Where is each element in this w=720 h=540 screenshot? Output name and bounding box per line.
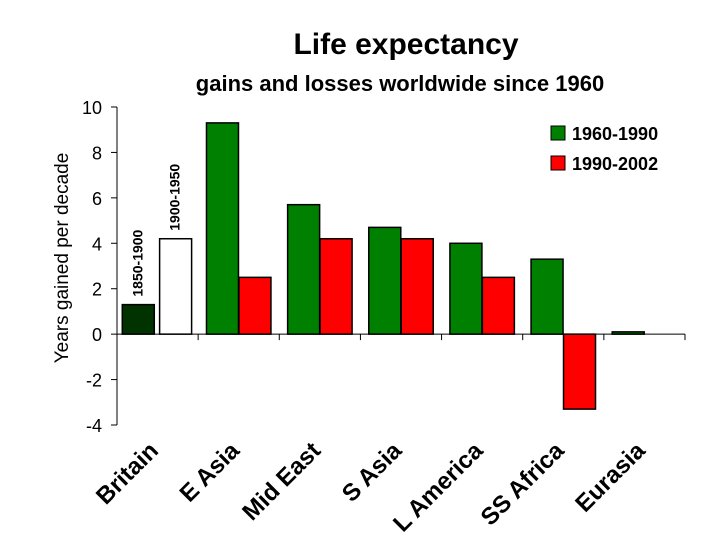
- y-tick-label: -4: [86, 416, 102, 436]
- legend-label: 1960-1990: [572, 124, 658, 144]
- legend-label: 1990-2002: [572, 154, 658, 174]
- bar-ss-africa-1960-1990: [530, 258, 564, 335]
- period-label-1900-1950: 1900-1950: [167, 164, 183, 231]
- bar-e-asia-1960-1990: [205, 122, 240, 335]
- category-label: SS Africa: [476, 437, 570, 531]
- y-tick-label: 0: [92, 325, 102, 345]
- y-tick-label: 2: [92, 280, 102, 300]
- bar-l-america-1990-2002: [481, 276, 516, 335]
- bar-mid-east-1960-1990: [286, 203, 321, 335]
- category-label: S Asia: [337, 437, 408, 508]
- category-label: L America: [388, 437, 489, 538]
- legend: 1960-1990 1990-2002: [550, 124, 658, 174]
- bar-mid-east-1990-2002: [319, 237, 353, 335]
- category-label: Britain: [91, 437, 164, 510]
- bar-s-asia-1960-1990: [368, 226, 402, 335]
- legend-swatch: [550, 155, 566, 171]
- y-tick-label: 6: [92, 189, 102, 209]
- y-tick-label: -2: [86, 371, 102, 391]
- chart-title: Life expectancy: [293, 28, 518, 61]
- y-tick-label: 4: [92, 234, 102, 254]
- y-tick-label: 10: [82, 98, 102, 118]
- chart-subtitle: gains and losses worldwide since 1960: [196, 71, 604, 96]
- y-axis-label: Years gained per decade: [52, 153, 73, 364]
- category-label: Mid East: [237, 437, 326, 526]
- bar-ss-africa-1990-2002: [562, 333, 597, 410]
- bar-e-asia-1990-2002: [238, 276, 272, 335]
- y-tick-label: 8: [92, 143, 102, 163]
- bar-1850-1900: [121, 303, 156, 335]
- category-label: Eurasia: [570, 437, 651, 518]
- period-label-1850-1900: 1850-1900: [129, 229, 145, 296]
- legend-swatch: [550, 125, 566, 141]
- bar-l-america-1960-1990: [449, 242, 483, 335]
- category-label: E Asia: [175, 437, 246, 508]
- bar-s-asia-1990-2002: [400, 237, 434, 335]
- bar-1900-1950: [158, 237, 193, 335]
